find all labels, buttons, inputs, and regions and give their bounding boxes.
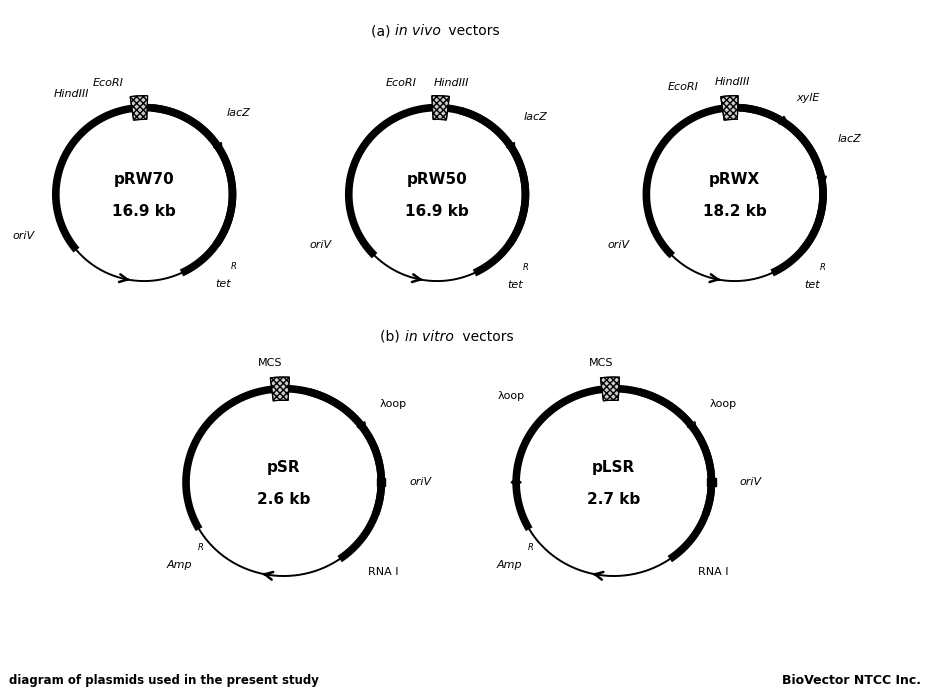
Text: pRW50: pRW50 [406, 171, 468, 187]
Text: Amp: Amp [497, 561, 522, 570]
Text: 16.9 kb: 16.9 kb [405, 204, 469, 219]
Text: tet: tet [216, 279, 232, 289]
Text: oriV: oriV [739, 477, 762, 487]
Polygon shape [707, 478, 716, 486]
Text: tet: tet [507, 280, 523, 290]
Text: in vitro: in vitro [405, 330, 454, 344]
Text: R: R [527, 543, 534, 552]
Text: lacZ: lacZ [226, 108, 250, 118]
Polygon shape [721, 96, 738, 120]
Polygon shape [601, 377, 619, 401]
Text: oriV: oriV [607, 240, 630, 250]
Polygon shape [271, 377, 289, 401]
Text: R: R [231, 262, 237, 271]
Text: BioVector NTCC Inc.: BioVector NTCC Inc. [782, 674, 921, 687]
Text: λoop: λoop [710, 399, 737, 409]
Text: HindIII: HindIII [54, 90, 89, 99]
Text: vectors: vectors [458, 330, 514, 344]
Text: 2.6 kb: 2.6 kb [257, 492, 311, 507]
Text: diagram of plasmids used in the present study: diagram of plasmids used in the present … [9, 674, 319, 687]
Text: pRW70: pRW70 [113, 171, 175, 187]
Polygon shape [432, 96, 449, 120]
Text: RNA I: RNA I [698, 568, 728, 577]
Text: R: R [197, 543, 204, 552]
Text: 18.2 kb: 18.2 kb [703, 204, 766, 219]
Text: xylE: xylE [796, 93, 819, 103]
Polygon shape [130, 96, 148, 120]
Text: EcoRI: EcoRI [93, 78, 124, 88]
Text: MCS: MCS [259, 358, 283, 369]
Text: EcoRI: EcoRI [668, 82, 698, 92]
Polygon shape [512, 479, 521, 486]
Polygon shape [377, 478, 385, 486]
Text: R: R [523, 263, 528, 272]
Text: pRWX: pRWX [709, 171, 761, 187]
Text: Amp: Amp [166, 561, 192, 570]
Text: HindIII: HindIII [715, 77, 751, 87]
Text: pSR: pSR [267, 459, 300, 475]
Text: oriV: oriV [13, 231, 35, 241]
Text: vectors: vectors [444, 24, 499, 38]
Text: EcoRI: EcoRI [386, 78, 417, 88]
Text: λoop: λoop [498, 391, 525, 401]
Text: (a): (a) [371, 24, 395, 38]
Text: R: R [820, 263, 826, 272]
Text: λoop: λoop [379, 399, 407, 409]
Text: 2.7 kb: 2.7 kb [587, 492, 641, 507]
Text: MCS: MCS [589, 358, 613, 369]
Text: oriV: oriV [409, 477, 432, 487]
Text: 16.9 kb: 16.9 kb [113, 204, 176, 219]
Text: in vivo: in vivo [395, 24, 441, 38]
Text: lacZ: lacZ [837, 134, 861, 144]
Text: pLSR: pLSR [592, 459, 635, 475]
Text: RNA I: RNA I [367, 568, 398, 577]
Text: (b): (b) [380, 330, 405, 344]
Text: oriV: oriV [310, 240, 332, 250]
Text: tet: tet [804, 280, 820, 290]
Text: lacZ: lacZ [524, 112, 547, 122]
Text: HindIII: HindIII [433, 78, 469, 87]
